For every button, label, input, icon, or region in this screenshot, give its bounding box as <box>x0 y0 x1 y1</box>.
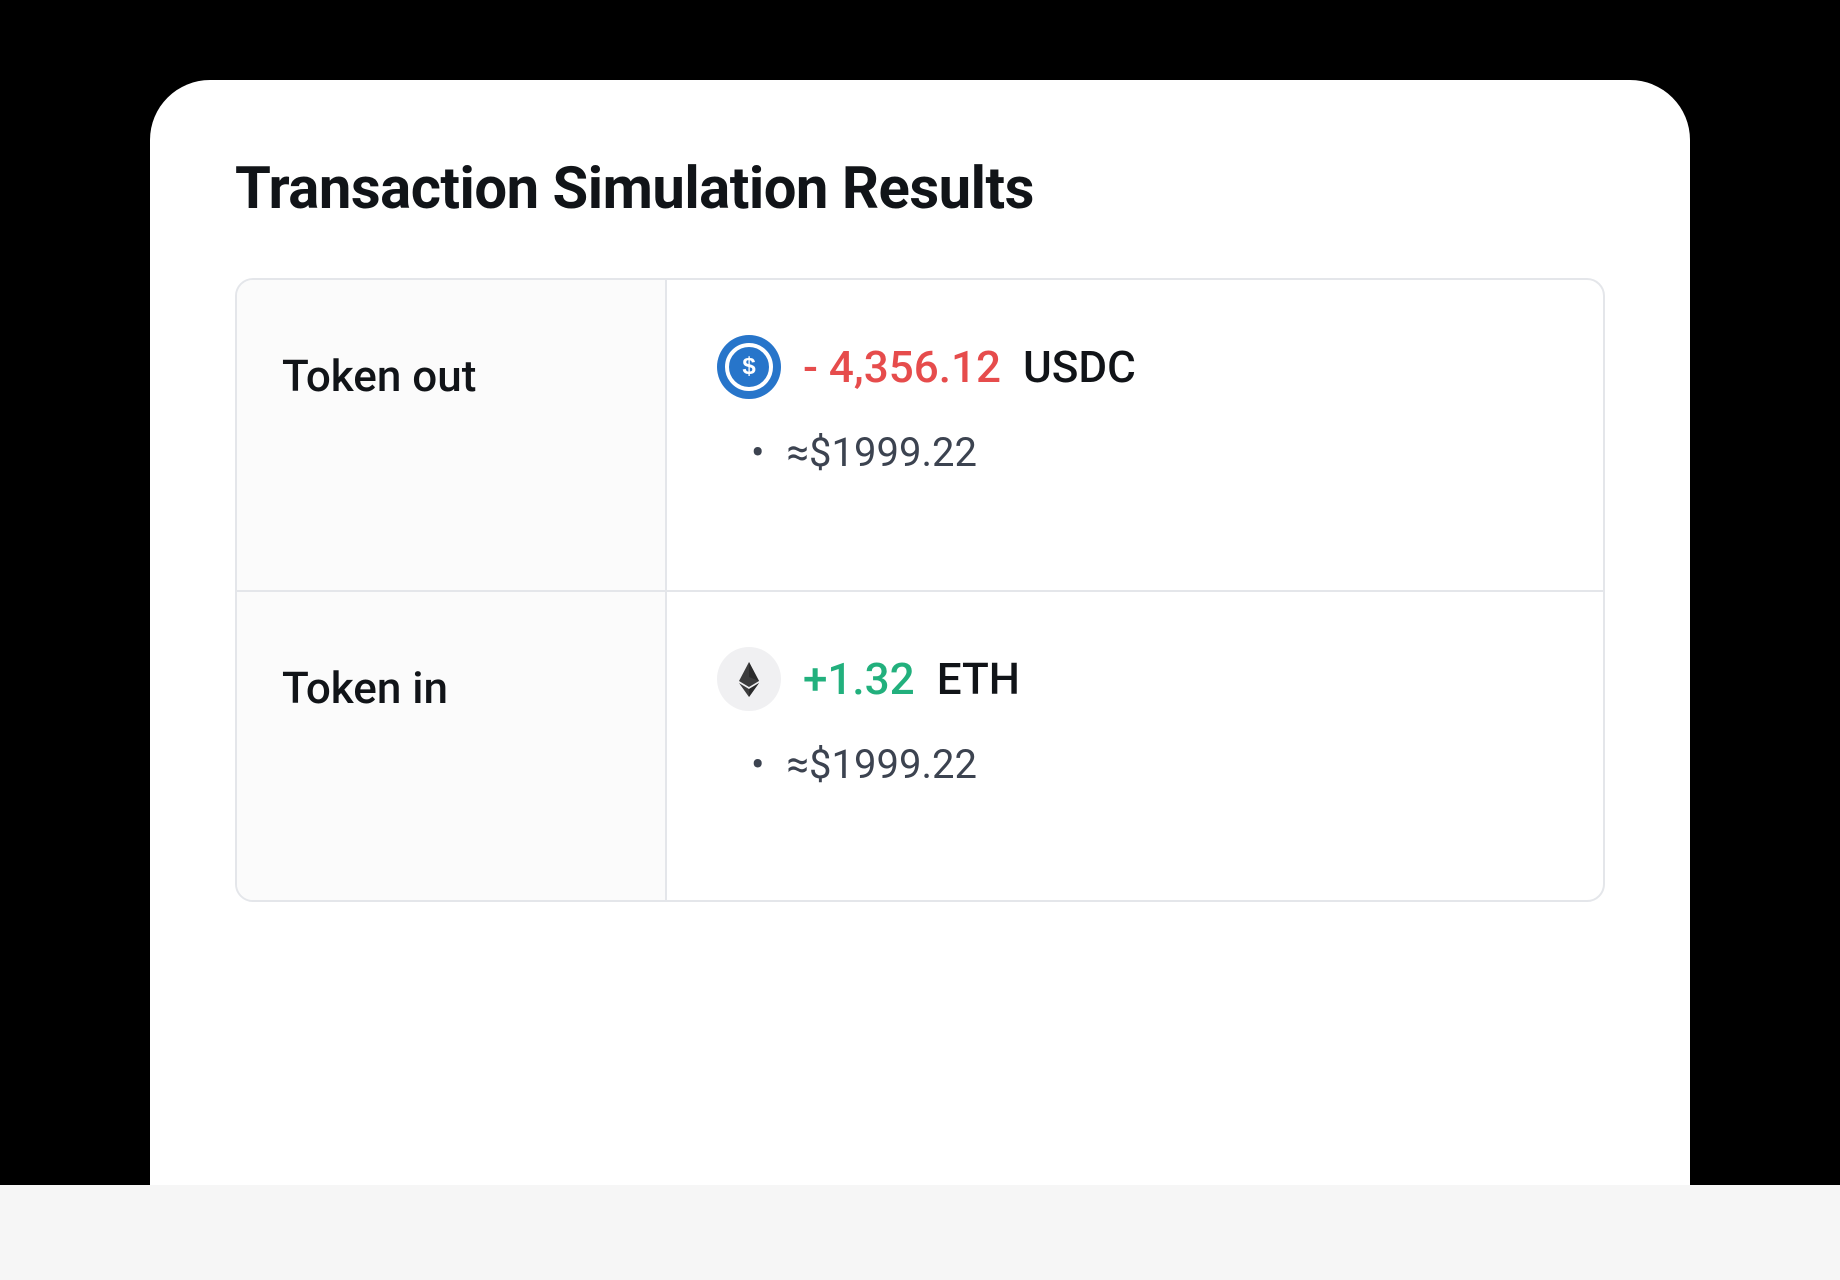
row-label-token-in: Token in <box>237 592 667 900</box>
approx-usd-out: ≈$1999.22 <box>787 429 977 476</box>
table-row: Token out $ - 4,356.12 USDC • <box>237 280 1603 590</box>
row-value-token-in: +1.32 ETH • ≈$1999.22 <box>667 592 1603 900</box>
results-table: Token out $ - 4,356.12 USDC • <box>235 278 1605 902</box>
stage: Transaction Simulation Results Token out… <box>0 0 1840 1280</box>
table-row: Token in +1.32 ETH <box>237 590 1603 900</box>
eth-icon <box>717 647 781 711</box>
amount-line-token-out: $ - 4,356.12 USDC <box>717 335 1563 399</box>
amount-value-in: +1.32 <box>803 653 915 705</box>
footer-band <box>0 1185 1840 1280</box>
card-title: Transaction Simulation Results <box>235 155 1605 223</box>
results-card: Transaction Simulation Results Token out… <box>150 80 1690 1210</box>
amount-line-token-in: +1.32 ETH <box>717 647 1563 711</box>
amount-symbol-in: ETH <box>937 653 1020 705</box>
bullet-icon: • <box>751 745 765 785</box>
approx-usd-in: ≈$1999.22 <box>787 741 977 788</box>
row-label-token-out: Token out <box>237 280 667 590</box>
amount-symbol-out: USDC <box>1023 341 1136 393</box>
svg-text:$: $ <box>742 353 756 380</box>
bullet-icon: • <box>751 433 765 473</box>
amount-value-out: - 4,356.12 <box>803 341 1001 393</box>
row-value-token-out: $ - 4,356.12 USDC • ≈$1999.22 <box>667 280 1603 590</box>
approx-usd-line-in: • ≈$1999.22 <box>717 741 1563 788</box>
usdc-icon: $ <box>717 335 781 399</box>
approx-usd-line-out: • ≈$1999.22 <box>717 429 1563 476</box>
